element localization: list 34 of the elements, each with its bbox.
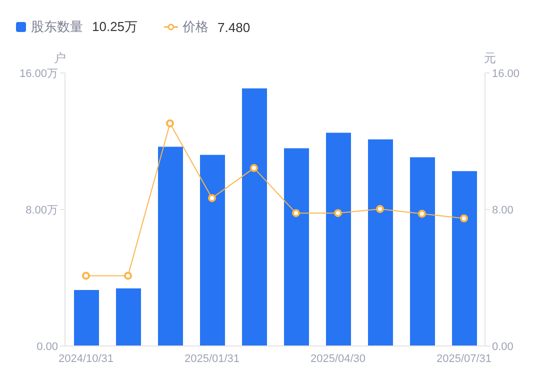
point (166, 119, 174, 128)
x-tick-label: 2025/07/31 (436, 352, 492, 365)
bar (326, 132, 351, 346)
legend-label: 价格 7.480 (182, 18, 250, 36)
y2-tick-label: 8.00 (492, 204, 514, 216)
bar (74, 290, 99, 346)
y-axis-title: 户 (54, 50, 66, 67)
x-tick-label: 2025/01/31 (184, 352, 240, 365)
legend-label: 股东数量 10.25万 (31, 18, 138, 36)
y2-tick-label: 0.00 (492, 340, 514, 353)
y-tick-label: 16.00万 (19, 68, 58, 80)
point (250, 164, 258, 172)
point (292, 209, 300, 218)
point (460, 214, 468, 222)
point (376, 204, 384, 213)
bar (368, 139, 393, 346)
x-tick-label: 2025/04/30 (310, 352, 366, 365)
bar (200, 154, 225, 346)
point (124, 272, 132, 280)
bar (158, 146, 183, 346)
bar (410, 157, 435, 346)
y-tick-label: 8.00万 (26, 204, 58, 216)
bar (116, 288, 141, 346)
x-tick-label: 2024/10/31 (58, 352, 114, 365)
y-tick-label: 0.00 (36, 340, 58, 353)
y2-tick-label: 16.00 (492, 68, 520, 80)
point (208, 194, 216, 202)
point (418, 210, 426, 218)
point (82, 272, 90, 280)
y2-axis-title: 元 (484, 50, 496, 67)
bar (242, 88, 267, 346)
bar (452, 171, 477, 346)
bar (284, 148, 309, 346)
point (334, 209, 342, 218)
